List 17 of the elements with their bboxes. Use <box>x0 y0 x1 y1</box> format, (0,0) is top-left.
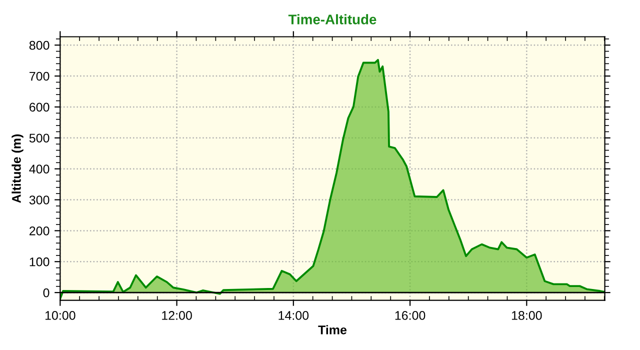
y-tick-label: 500 <box>29 134 50 143</box>
y-tick-label: 0 <box>43 288 50 298</box>
x-tick-label: 14:00 <box>278 311 309 320</box>
x-tick-label: 10:00 <box>45 311 76 320</box>
y-tick-label: 800 <box>29 40 50 50</box>
x-axis-title: Time <box>318 325 347 334</box>
x-tick-label: 16:00 <box>395 311 426 320</box>
x-tick-label: 12:00 <box>162 311 192 320</box>
y-tick-label: 700 <box>30 72 50 81</box>
y-tick-label: 200 <box>30 226 50 236</box>
y-tick-label: 300 <box>29 196 50 204</box>
y-tick-label: 100 <box>30 257 50 266</box>
chart-title: Time-Altitude <box>288 14 376 24</box>
y-axis-title: Altitude (m) <box>12 134 24 203</box>
y-tick-label: 400 <box>29 164 50 174</box>
x-tick-label: 18:00 <box>512 311 542 320</box>
y-tick-label: 600 <box>30 102 50 112</box>
